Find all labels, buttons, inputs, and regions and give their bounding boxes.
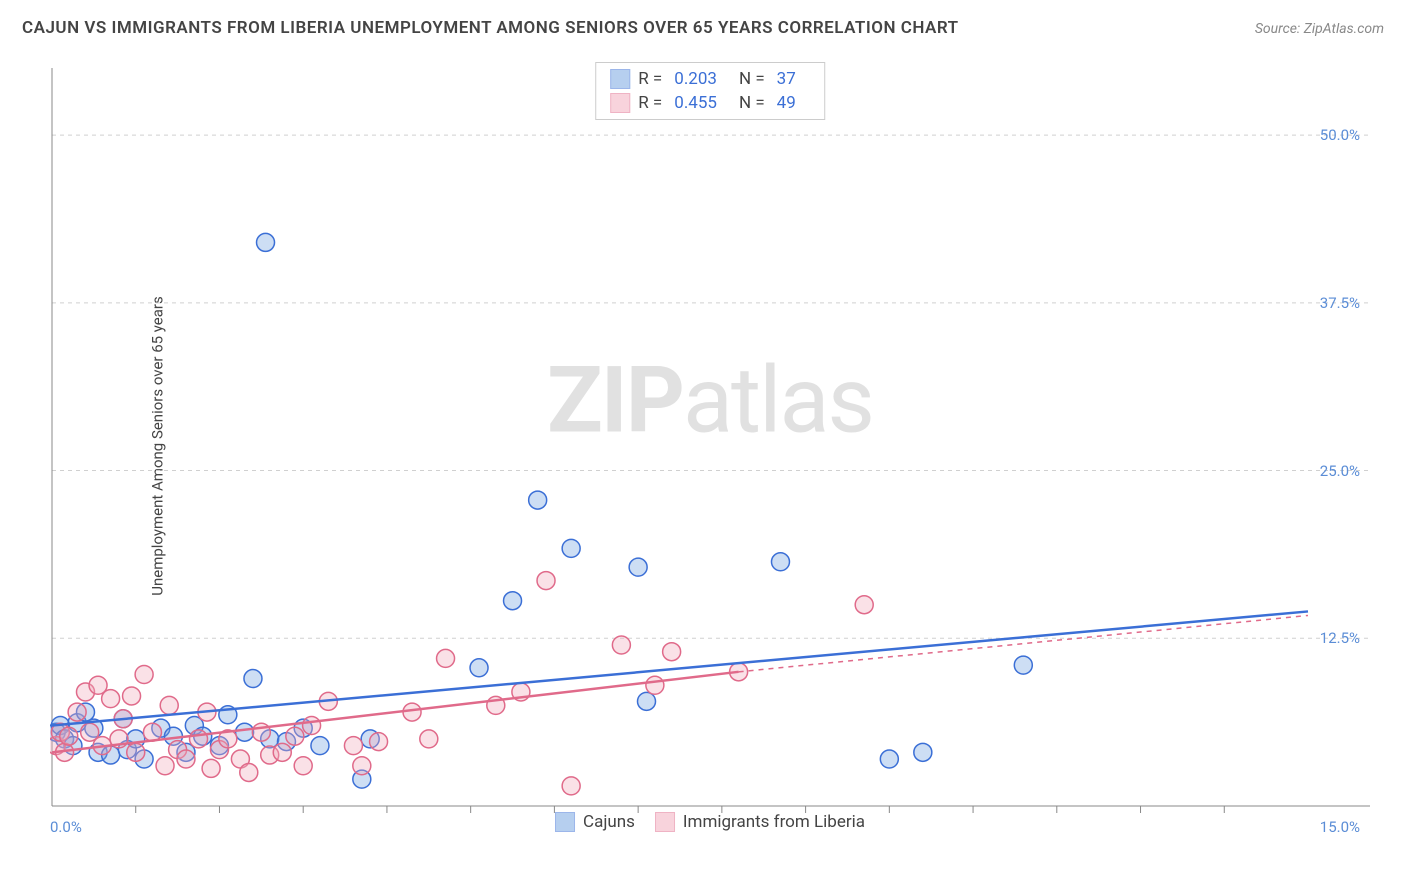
cajuns-trendline	[52, 611, 1308, 725]
cajuns-point	[638, 692, 656, 710]
swatch-cajuns	[555, 812, 575, 832]
y-tick-label: 25.0%	[1320, 462, 1360, 480]
liberia-point	[420, 730, 438, 748]
cajuns-point	[504, 592, 522, 610]
swatch-liberia	[655, 812, 675, 832]
liberia-point	[353, 757, 371, 775]
liberia-point	[102, 690, 120, 708]
r-value: 0.203	[674, 69, 717, 89]
cajuns-point	[629, 558, 647, 576]
liberia-point	[135, 666, 153, 684]
cajuns-point	[562, 539, 580, 557]
r-value: 0.455	[674, 93, 717, 113]
liberia-point	[646, 676, 664, 694]
liberia-point	[156, 757, 174, 775]
liberia-point	[370, 733, 388, 751]
liberia-point	[60, 727, 78, 745]
liberia-point	[240, 763, 258, 781]
liberia-point	[663, 643, 681, 661]
cajuns-point	[470, 659, 488, 677]
liberia-point	[855, 596, 873, 614]
chart-area: ZIPatlas R =0.203N =37R =0.455N =49 12.5…	[50, 58, 1370, 838]
legend-item-liberia: Immigrants from Liberia	[655, 812, 865, 832]
liberia-point	[273, 743, 291, 761]
n-value: 37	[777, 69, 796, 89]
chart-title: CAJUN VS IMMIGRANTS FROM LIBERIA UNEMPLO…	[22, 18, 959, 38]
legend-item-cajuns: Cajuns	[555, 812, 635, 832]
swatch-liberia	[610, 93, 630, 113]
cajuns-point	[771, 553, 789, 571]
n-value: 49	[777, 93, 796, 113]
cajuns-point	[880, 750, 898, 768]
cajuns-point	[236, 723, 254, 741]
liberia-point	[177, 750, 195, 768]
y-tick-label: 37.5%	[1320, 294, 1360, 312]
legend-row-cajuns: R = 0.203 N = 37	[610, 67, 810, 91]
legend-label: Cajuns	[583, 812, 635, 832]
cajuns-point	[311, 737, 329, 755]
r-label: R =	[638, 93, 662, 113]
y-tick-label: 12.5%	[1320, 629, 1360, 647]
y-tick-label: 50.0%	[1320, 126, 1360, 144]
x-max-label: 15.0%	[1320, 818, 1360, 836]
liberia-trendline	[52, 672, 739, 753]
cajuns-point	[1014, 656, 1032, 674]
n-label: N =	[739, 93, 765, 113]
liberia-point	[294, 757, 312, 775]
liberia-point	[437, 649, 455, 667]
liberia-point	[303, 716, 321, 734]
liberia-point	[202, 759, 220, 777]
liberia-point	[123, 687, 141, 705]
liberia-point	[160, 696, 178, 714]
liberia-point	[286, 727, 304, 745]
scatter-plot	[50, 58, 1370, 838]
cajuns-point	[244, 670, 262, 688]
liberia-point	[190, 730, 208, 748]
legend-label: Immigrants from Liberia	[683, 812, 865, 832]
liberia-point	[68, 703, 86, 721]
legend-correlation: R = 0.203 N = 37 R = 0.455 N = 49	[595, 62, 825, 120]
title-bar: CAJUN VS IMMIGRANTS FROM LIBERIA UNEMPLO…	[0, 0, 1406, 42]
legend-series: Cajuns Immigrants from Liberia	[555, 812, 865, 832]
n-label: N =	[739, 69, 765, 89]
liberia-point	[344, 737, 362, 755]
source-label: Source: ZipAtlas.com	[1255, 21, 1384, 37]
x-origin-label: 0.0%	[50, 818, 82, 836]
liberia-point	[127, 743, 145, 761]
cajuns-point	[914, 743, 932, 761]
liberia-point	[537, 572, 555, 590]
liberia-point	[143, 723, 161, 741]
swatch-cajuns	[610, 69, 630, 89]
liberia-point	[562, 777, 580, 795]
liberia-point	[612, 636, 630, 654]
legend-row-liberia: R = 0.455 N = 49	[610, 91, 810, 115]
cajuns-point	[529, 491, 547, 509]
r-label: R =	[638, 69, 662, 89]
cajuns-point	[257, 233, 275, 251]
